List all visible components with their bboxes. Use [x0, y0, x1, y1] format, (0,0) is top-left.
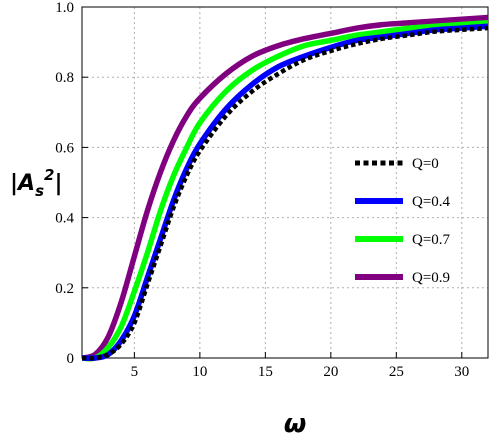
y-tick-label: 1.0 — [55, 0, 74, 16]
grid — [82, 6, 488, 359]
x-tick-label: 30 — [454, 364, 469, 380]
plot-frame — [81, 6, 489, 359]
x-tick-label: 10 — [192, 364, 207, 380]
series-line-q-0-7 — [81, 20, 489, 362]
y-axis-label-base: |A — [10, 171, 35, 196]
y-tick-label: 0.2 — [55, 281, 74, 297]
series-line-q-0-4 — [81, 23, 489, 362]
x-tick-label: 25 — [389, 364, 404, 380]
x-tick-label: 5 — [131, 364, 139, 380]
x-tick-label: 15 — [258, 364, 273, 380]
series-line-q-0 — [81, 25, 489, 361]
x-tick-label: 20 — [323, 364, 338, 380]
legend-label: Q=0 — [412, 156, 439, 172]
y-axis-label-end: | — [54, 171, 62, 196]
legend-label: Q=0.9 — [412, 270, 450, 286]
legend-label: Q=0.4 — [412, 194, 451, 210]
legend: Q=0 Q=0.4 Q=0.7 Q=0.9 — [355, 156, 451, 286]
y-tick-label: 0 — [67, 351, 75, 367]
y-tick-label: 0.6 — [55, 140, 74, 156]
legend-label: Q=0.7 — [412, 232, 451, 248]
y-tick-label: 0.8 — [55, 70, 74, 86]
y-axis-label: |As2| — [10, 166, 62, 200]
y-tick-label: 0.4 — [55, 211, 74, 227]
y-axis-label-sup: 2 — [44, 166, 54, 184]
series-group — [81, 14, 489, 362]
x-axis-label: ω — [284, 409, 307, 439]
ticks: 5 10 15 20 25 30 0 0.2 0.4 0.6 0.8 1.0 — [55, 0, 469, 380]
series-line-q-0-9 — [81, 14, 489, 361]
y-axis-label-sub: s — [35, 182, 44, 200]
